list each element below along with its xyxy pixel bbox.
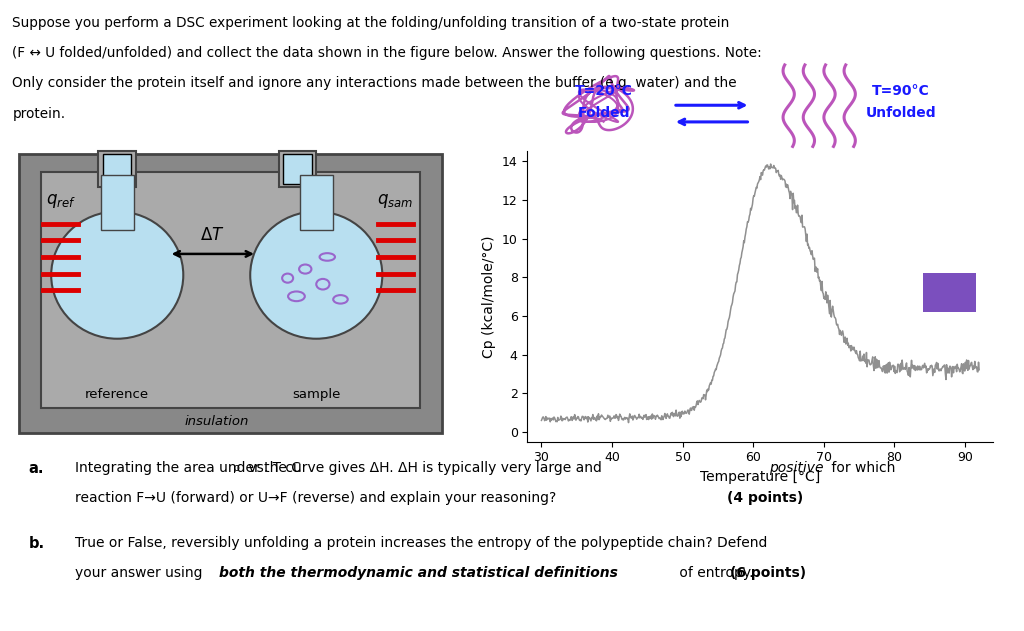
Text: for which: for which: [827, 461, 896, 475]
Text: (4 points): (4 points): [727, 491, 803, 505]
Text: your answer using: your answer using: [75, 566, 207, 580]
Text: Folded: Folded: [578, 106, 631, 120]
Text: T=90°C: T=90°C: [872, 84, 930, 98]
FancyBboxPatch shape: [300, 175, 333, 230]
Text: Unfolded: Unfolded: [866, 106, 936, 120]
FancyBboxPatch shape: [101, 175, 134, 230]
Text: positive: positive: [769, 461, 823, 475]
Y-axis label: Cp (kcal/mole/°C): Cp (kcal/mole/°C): [482, 235, 497, 358]
Text: a.: a.: [29, 461, 44, 476]
FancyBboxPatch shape: [279, 151, 316, 187]
FancyBboxPatch shape: [19, 154, 441, 433]
Text: of entropy.: of entropy.: [675, 566, 758, 580]
X-axis label: Temperature [°C]: Temperature [°C]: [700, 470, 820, 484]
Text: $q_{sam}$: $q_{sam}$: [378, 192, 414, 210]
Text: both the thermodynamic and statistical definitions: both the thermodynamic and statistical d…: [219, 566, 618, 580]
FancyBboxPatch shape: [102, 154, 131, 184]
Text: Only consider the protein itself and ignore any interactions made between the bu: Only consider the protein itself and ign…: [12, 76, 737, 90]
Text: protein.: protein.: [12, 107, 66, 121]
Text: (F ↔ U folded/unfolded) and collect the data shown in the figure below. Answer t: (F ↔ U folded/unfolded) and collect the …: [12, 46, 762, 60]
Text: insulation: insulation: [185, 415, 250, 428]
Text: vs. T curve gives ΔH. ΔH is typically very large and: vs. T curve gives ΔH. ΔH is typically ve…: [244, 461, 606, 475]
FancyBboxPatch shape: [284, 154, 312, 184]
Text: sample: sample: [292, 388, 340, 401]
Text: reference: reference: [85, 388, 150, 401]
Text: T=20°C: T=20°C: [575, 84, 633, 98]
Text: $q_{ref}$: $q_{ref}$: [46, 192, 76, 210]
Text: Integrating the area under the C: Integrating the area under the C: [75, 461, 301, 475]
Text: b.: b.: [29, 536, 45, 551]
FancyBboxPatch shape: [41, 172, 420, 408]
Text: True or False, reversibly unfolding a protein increases the entropy of the polyp: True or False, reversibly unfolding a pr…: [75, 536, 767, 550]
Ellipse shape: [250, 211, 382, 339]
Text: reaction F→U (forward) or U→F (reverse) and explain your reasoning?: reaction F→U (forward) or U→F (reverse) …: [75, 491, 560, 505]
FancyBboxPatch shape: [98, 151, 136, 187]
Text: Suppose you perform a DSC experiment looking at the folding/unfolding transition: Suppose you perform a DSC experiment loo…: [12, 16, 730, 30]
Text: p: p: [233, 463, 241, 473]
FancyBboxPatch shape: [923, 273, 976, 312]
Text: (6 points): (6 points): [730, 566, 806, 580]
Ellipse shape: [51, 211, 183, 339]
Text: $\Delta T$: $\Delta T$: [201, 227, 225, 244]
